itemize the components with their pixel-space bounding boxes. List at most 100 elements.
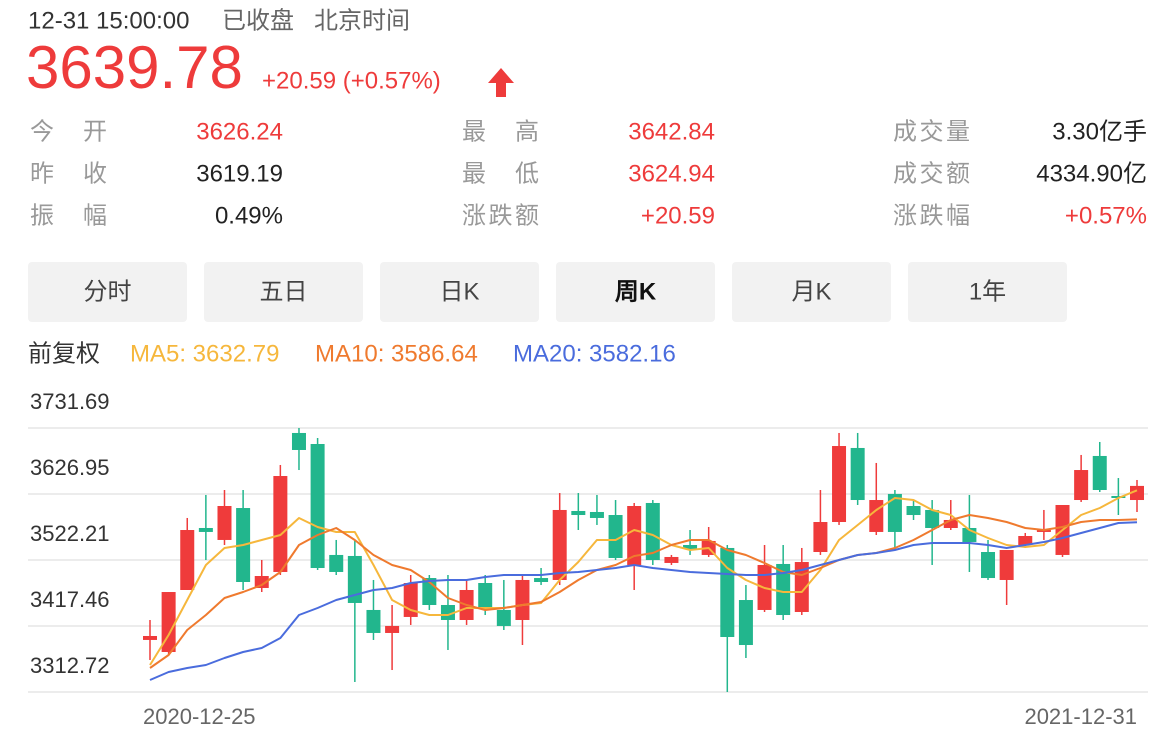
stat-label: 涨跌额 [462, 202, 539, 229]
candle-body [1092, 455, 1107, 490]
candle-body [385, 625, 400, 633]
candle-body [943, 519, 958, 528]
candle-body [589, 511, 604, 518]
tab-background[interactable] [204, 262, 363, 322]
candle-body [925, 509, 940, 528]
chart: MA5: 3632.79 MA10: 3586.64 MA20: 3582.16 37… [28, 340, 1148, 729]
candle-body [887, 493, 902, 532]
stat-label: 今开 [30, 118, 107, 145]
stat-value: 3626.24 [196, 118, 283, 145]
candle-body [1130, 485, 1144, 501]
tab-label[interactable]: 日K [439, 278, 479, 305]
candle-body [571, 510, 586, 516]
stat-value: 3624.94 [628, 160, 715, 187]
candle-body [347, 555, 362, 603]
tab-background[interactable] [908, 262, 1067, 322]
market-status: 已收盘 [222, 7, 294, 34]
candle-body [832, 446, 847, 523]
stat-label: 成交量 [893, 118, 970, 145]
tab[interactable]: 五日 [204, 262, 363, 322]
tab-background[interactable] [556, 262, 715, 322]
candle-body [738, 600, 753, 646]
candle-body [496, 609, 511, 626]
x-tick-label: 2020-12-25 [143, 704, 256, 729]
stat-value: 0.49% [215, 202, 283, 229]
stat-value: 3.30亿手 [1052, 118, 1147, 145]
adjust-label: 前复权 [28, 340, 100, 367]
candle-body [217, 506, 232, 540]
tab-label[interactable]: 五日 [260, 278, 308, 305]
candle-body [1074, 470, 1089, 501]
candle-body [906, 506, 921, 516]
timezone: 北京时间 [314, 7, 410, 34]
stat-label: 昨收 [30, 160, 107, 187]
price-change: +20.59 (+0.57%) [262, 67, 441, 94]
tab[interactable]: 周K [556, 262, 715, 322]
stat-label: 振幅 [30, 202, 107, 229]
x-tick-label: 2021-12-31 [1024, 704, 1137, 729]
stat-value: 4334.90亿 [1036, 160, 1147, 187]
legend-entry: MA20: 3582.16 [513, 340, 676, 367]
stat-value: 3619.19 [196, 160, 283, 187]
tab-label[interactable]: 分时 [84, 278, 132, 305]
stat-value: +0.57% [1065, 202, 1147, 229]
candle-body [534, 578, 549, 582]
candle-body [440, 604, 455, 620]
stat-label: 最高 [462, 118, 539, 145]
tab-label[interactable]: 周K [615, 278, 657, 305]
candle-body [143, 635, 157, 640]
candle-body [366, 609, 381, 633]
candle-body [273, 476, 288, 572]
candle-body [645, 502, 660, 561]
candle-body [552, 509, 567, 580]
candle-body [198, 527, 213, 532]
candle-body [776, 563, 791, 616]
candle-body [850, 447, 865, 501]
candle-body [627, 506, 642, 565]
candle-body [515, 579, 530, 620]
tab[interactable]: 日K [380, 262, 539, 322]
tab-label[interactable]: 月K [791, 278, 831, 305]
tab[interactable]: 分时 [28, 262, 187, 322]
tab-label[interactable]: 1年 [969, 278, 1006, 305]
legend-entry: MA5: 3632.79 [130, 340, 279, 367]
tab-background[interactable] [732, 262, 891, 322]
tab[interactable]: 月K [732, 262, 891, 322]
candle-body [664, 556, 679, 563]
stat-label: 涨跌幅 [893, 202, 970, 229]
ma-line [149, 514, 1138, 669]
candle-body [161, 592, 176, 653]
candle-body [1018, 535, 1033, 546]
legend-entry: MA10: 3586.64 [315, 340, 478, 367]
ma-line [149, 521, 1138, 681]
candle-body [329, 554, 344, 572]
candle-body [869, 500, 884, 532]
y-tick-label: 3417.46 [30, 587, 110, 612]
candle-body [683, 545, 698, 549]
stat-value: +20.59 [641, 202, 715, 229]
y-tick-label: 3731.69 [30, 389, 110, 414]
y-tick-label: 3626.95 [30, 455, 110, 480]
candle-body [999, 549, 1014, 580]
y-tick-label: 3312.72 [30, 653, 110, 678]
stat-value: 3642.84 [628, 118, 715, 145]
candle-body [310, 443, 325, 569]
up-arrow [488, 68, 514, 97]
tab-background[interactable] [28, 262, 187, 322]
candle-body [291, 432, 306, 450]
candle-body [981, 552, 996, 579]
tab[interactable]: 1年 [908, 262, 1067, 322]
candle-body [608, 515, 623, 558]
candle-body [254, 576, 269, 588]
stat-label: 最低 [462, 160, 539, 187]
tabs: 分时 五日 日K 周K 月K 1年 [28, 262, 1067, 322]
y-tick-label: 3522.21 [30, 521, 110, 546]
ma-line [149, 489, 1138, 666]
quote-time: 12-31 15:00:00 [28, 7, 189, 34]
candle-body [478, 583, 493, 609]
candle-body [813, 522, 828, 553]
tab-background[interactable] [380, 262, 539, 322]
